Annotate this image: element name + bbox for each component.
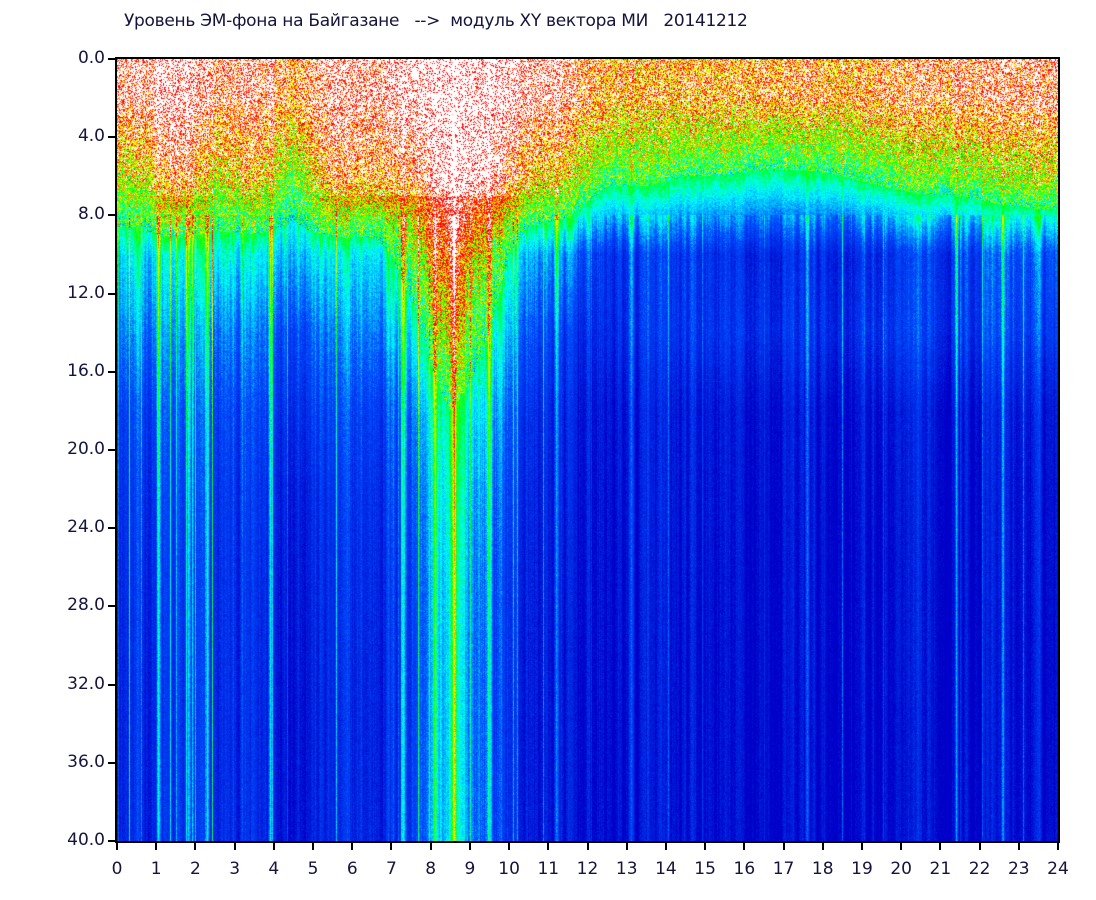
plot-area xyxy=(115,57,1060,843)
y-tick-label: 28.0 xyxy=(67,595,105,616)
x-tick-label: 0 xyxy=(111,859,123,879)
y-tick xyxy=(108,292,116,295)
x-tick xyxy=(900,842,903,850)
x-tick xyxy=(978,842,981,850)
x-tick xyxy=(821,842,824,850)
spectrogram-heatmap xyxy=(117,59,1058,841)
y-tick-label: 20.0 xyxy=(67,439,105,459)
x-tick-label: 4 xyxy=(268,859,280,879)
x-tick-label: 11 xyxy=(537,859,560,879)
x-tick-label: 1 xyxy=(150,859,162,879)
x-tick xyxy=(508,842,511,850)
x-tick-label: 19 xyxy=(851,859,873,879)
x-tick-label: 16 xyxy=(733,859,756,879)
x-tick-label: 20 xyxy=(890,859,912,879)
x-tick-label: 2 xyxy=(189,859,201,879)
y-tick-label: 12.0 xyxy=(67,282,105,303)
x-tick-label: 15 xyxy=(694,859,716,879)
x-tick xyxy=(782,842,785,850)
x-tick xyxy=(664,842,667,850)
x-tick-label: 6 xyxy=(346,859,358,879)
y-tick-label: 16.0 xyxy=(67,360,105,381)
x-tick-label: 7 xyxy=(386,859,397,879)
x-tick xyxy=(743,842,746,850)
x-tick xyxy=(860,842,863,850)
y-tick xyxy=(108,214,116,217)
x-tick xyxy=(1057,842,1059,850)
y-tick-label: 24.0 xyxy=(67,517,105,538)
x-tick xyxy=(312,842,315,850)
x-tick xyxy=(194,842,197,850)
x-tick xyxy=(468,842,471,850)
y-tick-label: 0.0 xyxy=(77,48,105,68)
x-tick-label: 24 xyxy=(1047,859,1069,879)
x-tick-label: 21 xyxy=(929,859,952,879)
x-tick-label: 9 xyxy=(464,859,476,879)
x-tick-label: 22 xyxy=(968,859,991,879)
y-tick xyxy=(108,527,116,530)
y-tick-label: 36.0 xyxy=(67,751,105,772)
x-tick-label: 10 xyxy=(498,859,520,879)
y-tick-label: 8.0 xyxy=(77,204,105,225)
y-tick-label: 4.0 xyxy=(77,126,105,147)
x-tick xyxy=(625,842,628,850)
x-tick xyxy=(390,842,393,850)
x-tick xyxy=(704,842,707,850)
x-tick xyxy=(351,842,354,850)
x-tick-label: 5 xyxy=(307,859,319,879)
x-tick-label: 13 xyxy=(615,859,638,879)
x-tick xyxy=(586,842,589,850)
x-tick xyxy=(272,842,275,850)
y-tick xyxy=(108,370,116,373)
y-tick xyxy=(108,58,116,60)
x-tick xyxy=(233,842,236,850)
y-tick xyxy=(108,605,116,608)
chart-title: Уровень ЭМ-фона на Байгазане --> модуль … xyxy=(124,11,748,31)
x-tick-label: 17 xyxy=(772,859,795,879)
x-tick xyxy=(547,842,550,850)
x-tick-label: 23 xyxy=(1007,859,1030,879)
x-tick xyxy=(155,842,158,850)
x-tick-label: 18 xyxy=(811,859,834,879)
y-tick xyxy=(108,683,116,686)
y-tick-label: 32.0 xyxy=(67,673,105,694)
y-tick xyxy=(108,761,116,764)
y-tick xyxy=(108,449,116,451)
x-tick-label: 8 xyxy=(425,859,437,879)
x-tick-label: 3 xyxy=(229,859,241,879)
y-tick xyxy=(108,840,116,842)
x-tick xyxy=(429,842,432,850)
x-tick-label: 12 xyxy=(576,859,599,879)
x-tick xyxy=(1017,842,1020,850)
x-tick xyxy=(116,842,118,850)
y-tick xyxy=(108,136,116,139)
x-tick xyxy=(939,842,942,850)
x-tick-label: 14 xyxy=(655,859,677,879)
y-tick-label: 40.0 xyxy=(67,830,105,850)
